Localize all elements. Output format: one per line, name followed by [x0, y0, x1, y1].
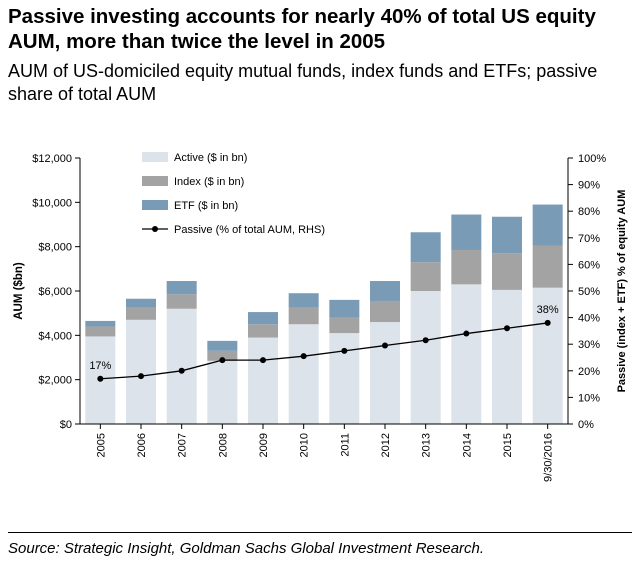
- bar-active-7: [370, 322, 400, 424]
- y-right-tick-label-9: 90%: [578, 180, 600, 192]
- bar-index-11: [532, 245, 563, 288]
- bar-active-5: [288, 324, 319, 424]
- passive-share-point-7: [382, 342, 388, 349]
- x-tick-label-2: 2007: [177, 433, 189, 457]
- x-tick-label-10: 2015: [502, 433, 514, 457]
- bar-etf-3: [207, 340, 238, 351]
- passive-share-point-8: [422, 337, 429, 344]
- x-tick-label-6: 2011: [339, 433, 351, 457]
- passive-share-point-6: [341, 347, 348, 354]
- bar-etf-8: [410, 232, 441, 263]
- legend-label-active: Active ($ in bn): [174, 152, 247, 164]
- y-right-tick-label-6: 60%: [578, 259, 600, 271]
- y-tick-label-1: $2,000: [38, 375, 72, 387]
- bar-index-7: [370, 300, 400, 323]
- bar-etf-1: [126, 298, 156, 308]
- y-right-tick-label-7: 70%: [578, 233, 600, 245]
- passive-share-point-0: [97, 375, 104, 382]
- y-right-tick-label-1: 10%: [578, 392, 600, 404]
- passive-share-point-1: [138, 373, 144, 380]
- y-right-tick-label-5: 50%: [578, 286, 600, 298]
- bar-active-4: [248, 337, 278, 424]
- bar-etf-6: [329, 299, 360, 318]
- legend-swatch-etf: [142, 200, 168, 210]
- bar-index-0: [85, 326, 116, 337]
- y-tick-label-0: $0: [60, 419, 72, 431]
- legend-swatch-index: [142, 176, 168, 186]
- passive-share-point-9: [463, 330, 470, 337]
- x-tick-label-11: 9/30/2016: [543, 433, 555, 482]
- bar-index-3: [207, 350, 238, 361]
- bar-etf-4: [248, 312, 278, 325]
- bar-active-8: [410, 291, 441, 424]
- bar-active-3: [207, 360, 238, 424]
- y-tick-label-4: $8,000: [38, 242, 72, 254]
- chart-subtitle: AUM of US-domiciled equity mutual funds,…: [8, 61, 598, 104]
- x-tick-label-4: 2009: [258, 433, 270, 457]
- y-right-tick-label-4: 40%: [578, 313, 600, 325]
- y-right-tick-label-8: 80%: [578, 206, 600, 218]
- y-tick-label-6: $12,000: [32, 153, 72, 165]
- bar-index-4: [248, 324, 278, 338]
- bar-etf-0: [85, 320, 116, 327]
- passive-share-point-11: [544, 319, 551, 326]
- y-right-tick-label-2: 20%: [578, 366, 600, 378]
- chart-title: Passive investing accounts for nearly 40…: [8, 5, 596, 53]
- bar-index-1: [126, 307, 156, 320]
- bar-index-10: [492, 253, 522, 290]
- passive-share-point-10: [504, 325, 510, 332]
- legend-swatch-active: [142, 152, 168, 162]
- legend-swatch-passive-marker: [152, 226, 158, 232]
- bar-index-9: [451, 249, 482, 285]
- bar-etf-2: [166, 281, 197, 295]
- passive-share-point-3: [219, 357, 226, 364]
- bar-active-11: [532, 287, 563, 424]
- passive-share-point-4: [260, 357, 266, 364]
- legend-label-index: Index ($ in bn): [174, 176, 244, 188]
- bar-active-6: [329, 333, 360, 424]
- footer-rule: [8, 532, 632, 533]
- bar-etf-11: [532, 204, 563, 246]
- stacked-bar-line-chart: $0 $2,000 $4,000 $6,000 $8,000 $10,000 $12,000…: [13, 152, 628, 482]
- y-tick-label-5: $10,000: [32, 197, 72, 209]
- y-right-tick-label-3: 30%: [578, 339, 600, 351]
- y-axis-title: AUM ($bn): [13, 262, 25, 320]
- y-tick-label-3: $6,000: [38, 286, 72, 298]
- bar-index-6: [329, 317, 360, 334]
- y-right-tick-label-10: 100%: [578, 153, 606, 165]
- x-tick-label-8: 2013: [421, 433, 433, 457]
- bar-index-2: [166, 294, 197, 309]
- bar-etf-9: [451, 214, 482, 250]
- source-note: Source: Strategic Insight, Goldman Sachs…: [8, 540, 485, 557]
- passive-share-point-5: [300, 353, 307, 360]
- x-tick-label-5: 2010: [299, 433, 311, 457]
- data-label-11: 38%: [537, 304, 559, 316]
- x-tick-label-0: 2005: [95, 433, 107, 457]
- legend-label-etf: ETF ($ in bn): [174, 200, 238, 212]
- bar-etf-7: [370, 281, 400, 301]
- x-tick-label-9: 2014: [461, 433, 473, 457]
- y-right-axis-title: Passive (index + ETF) % of equity AUM: [616, 190, 628, 393]
- data-label-0: 17%: [89, 360, 111, 372]
- bar-active-1: [126, 319, 156, 424]
- x-tick-label-7: 2012: [380, 433, 392, 457]
- bar-index-8: [410, 262, 441, 291]
- x-tick-label-1: 2006: [136, 433, 148, 457]
- bar-etf-10: [492, 216, 522, 254]
- passive-share-point-2: [178, 367, 185, 374]
- x-tick-label-3: 2008: [217, 433, 229, 457]
- bar-index-5: [288, 307, 319, 325]
- y-tick-label-2: $4,000: [38, 330, 72, 342]
- passive-share-line: [100, 322, 548, 380]
- y-right-tick-label-0: 0%: [578, 419, 594, 431]
- legend-label-passive: Passive (% of total AUM, RHS): [174, 224, 325, 236]
- bar-active-10: [492, 289, 522, 424]
- bar-active-2: [166, 308, 197, 424]
- bar-etf-5: [288, 293, 319, 308]
- bar-active-9: [451, 284, 482, 424]
